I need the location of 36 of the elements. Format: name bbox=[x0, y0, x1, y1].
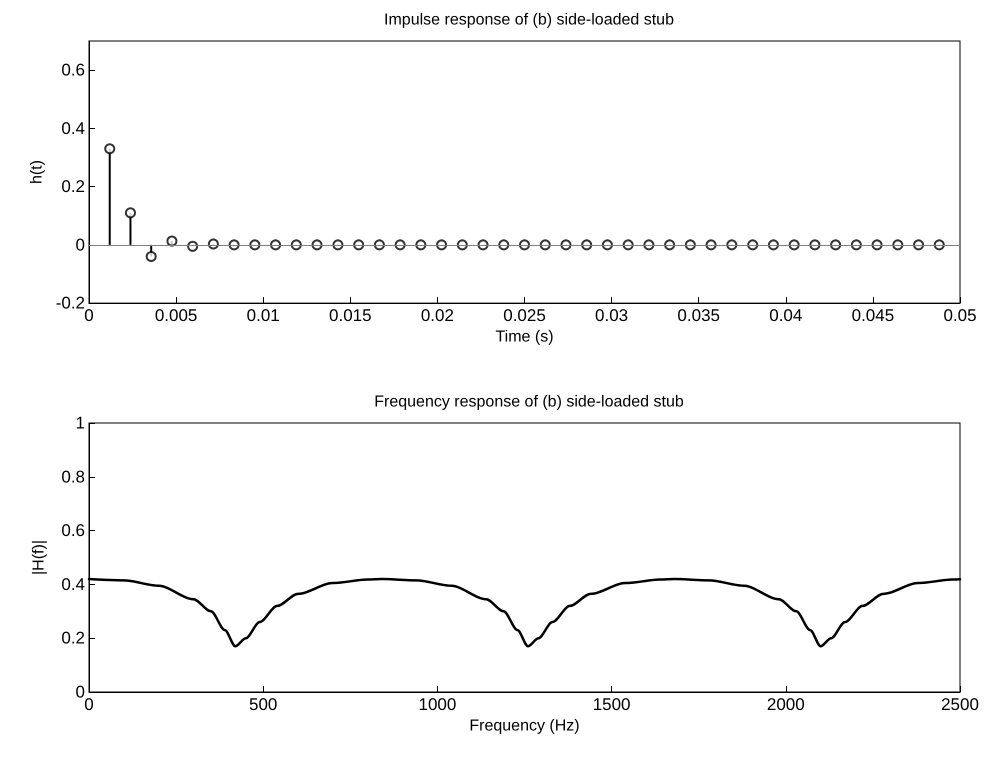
x-tick-label: 500 bbox=[249, 695, 278, 714]
x-tick-label: 0.03 bbox=[595, 306, 628, 326]
y-axis-title: h(t) bbox=[28, 160, 46, 184]
point bbox=[166, 236, 178, 247]
y-tick-label: 0.2 bbox=[61, 628, 85, 648]
x-axis-title: Frequency (Hz) bbox=[469, 717, 580, 734]
chart-title: Impulse response of (b) side-loaded stub bbox=[384, 12, 674, 28]
y-tick-label: 1 bbox=[76, 414, 85, 432]
y-tick-label: 0.4 bbox=[61, 574, 85, 594]
y-tick-label: 0.6 bbox=[61, 521, 85, 540]
y-axis-title: |H(f)| bbox=[30, 540, 48, 575]
x-tick-label: 2500 bbox=[941, 695, 979, 714]
y-tick-label: 0 bbox=[76, 682, 85, 702]
x-tick-label: 0.04 bbox=[769, 306, 802, 326]
point bbox=[146, 251, 157, 262]
y-tick-label: 0.4 bbox=[61, 118, 85, 138]
chart-title: Frequency response of (b) side-loaded stub bbox=[374, 394, 684, 410]
x-axis-title: Time (s) bbox=[495, 328, 554, 346]
x-tick-label: 0.005 bbox=[154, 306, 198, 326]
y-tick-label: -0.2 bbox=[56, 294, 85, 313]
y-tick-label: 0.2 bbox=[61, 177, 85, 196]
x-tick-label: 0.045 bbox=[852, 306, 894, 326]
x-tick-label: 0.035 bbox=[677, 306, 720, 326]
x-tick-label: 1000 bbox=[418, 695, 456, 714]
x-tick-label: 0.025 bbox=[503, 306, 546, 326]
x-tick-label: 1500 bbox=[592, 695, 631, 714]
point bbox=[104, 143, 116, 154]
y-tick-label: 0.6 bbox=[61, 60, 85, 80]
y-tick-label: 0 bbox=[76, 235, 85, 254]
x-tick-label: 0.02 bbox=[420, 306, 454, 326]
point bbox=[124, 207, 136, 218]
x-tick-label: 0.015 bbox=[329, 306, 372, 326]
y-tick-label: 0.8 bbox=[61, 467, 85, 486]
x-tick-label: 2000 bbox=[766, 695, 805, 714]
x-tick-label: 0.05 bbox=[943, 306, 977, 326]
x-tick-label: 0.01 bbox=[246, 306, 280, 326]
